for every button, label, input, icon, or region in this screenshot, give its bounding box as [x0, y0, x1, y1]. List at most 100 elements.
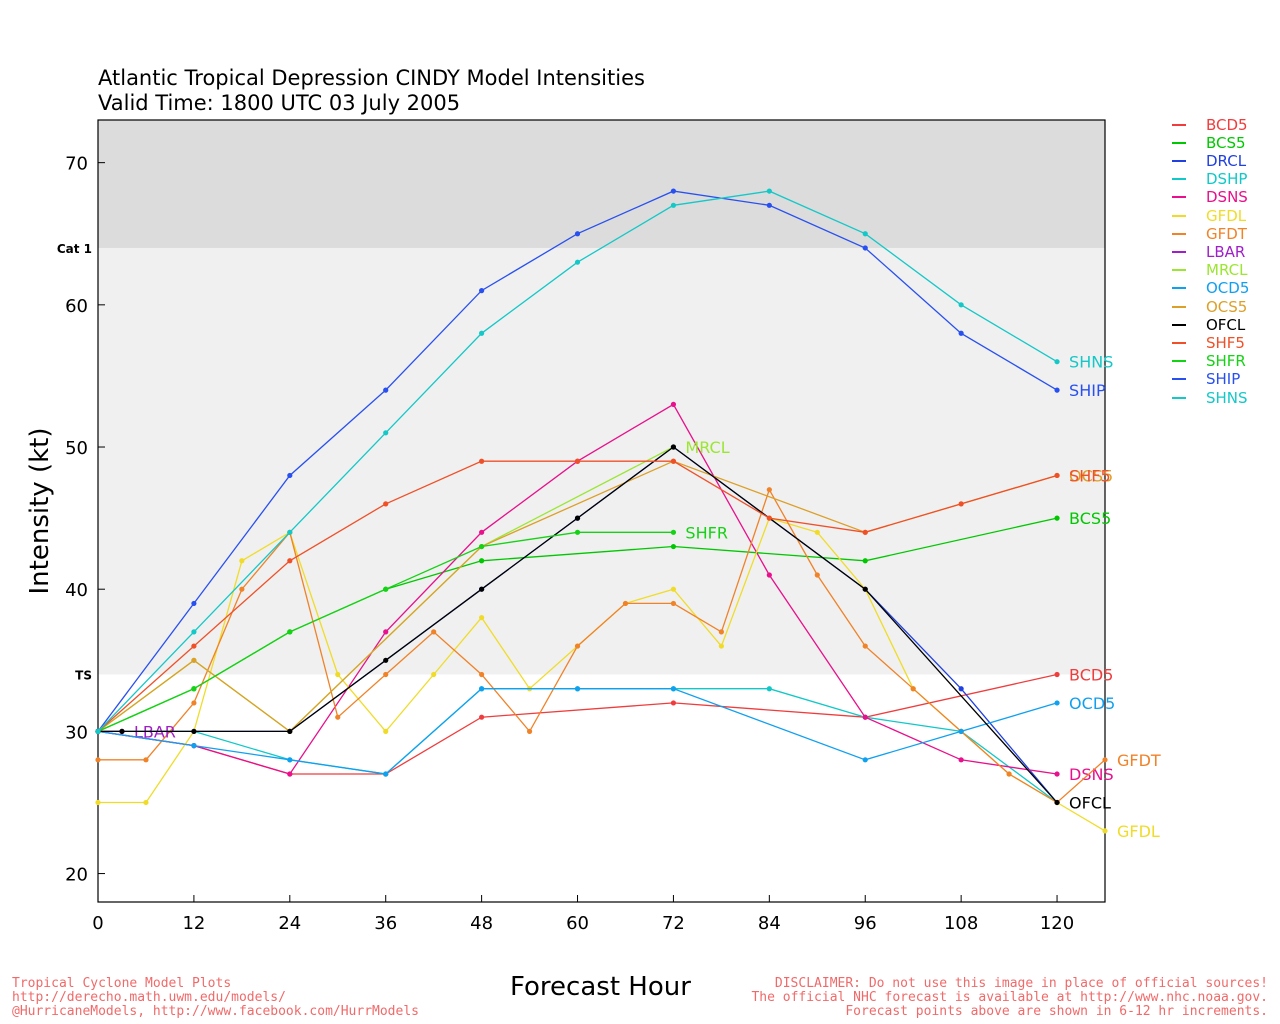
legend-label: DSHP	[1206, 170, 1248, 189]
point-shf5	[191, 643, 197, 649]
legend-swatch	[1172, 323, 1186, 326]
point-ocd5	[670, 686, 677, 692]
legend-swatch	[1172, 396, 1186, 399]
point-gfdt	[910, 686, 916, 692]
legend-label: GFDL	[1206, 206, 1247, 225]
end-label-shns: SHNS	[1069, 353, 1113, 372]
threshold-label-cat-1: Cat 1	[57, 242, 92, 256]
point-gfdt	[814, 572, 820, 578]
end-label-gfdt: GFDT	[1117, 751, 1161, 770]
end-label-mrcl: MRCL	[685, 438, 729, 457]
y-tick-label: 70	[65, 154, 88, 175]
end-label-shf5: SHF5	[1069, 466, 1111, 485]
point-gfdl	[670, 586, 677, 592]
legend-label: OFCL	[1206, 315, 1246, 334]
point-shfr	[479, 543, 485, 550]
point-shfr	[574, 529, 581, 535]
point-shns	[191, 629, 197, 635]
point-ocd5	[479, 686, 485, 692]
point-shf5	[958, 501, 964, 507]
point-bcd5	[670, 700, 677, 706]
point-ofcl	[383, 657, 389, 663]
legend-item-dsns: DSNS	[1172, 188, 1248, 206]
point-shf5	[574, 458, 581, 464]
point-dsns	[1054, 771, 1060, 777]
point-shns	[479, 330, 485, 336]
point-bcd5	[1054, 671, 1060, 678]
point-gfdt	[670, 600, 677, 607]
legend-swatch	[1172, 287, 1186, 290]
point-ofcl	[191, 728, 197, 734]
x-tick-label: 60	[566, 913, 589, 934]
legend-swatch	[1172, 305, 1186, 308]
point-ship	[287, 472, 293, 479]
point-ofcl	[862, 586, 868, 592]
point-bcs5	[862, 558, 868, 564]
point-gfdl	[479, 615, 485, 621]
legend-label: SHFR	[1206, 352, 1246, 371]
point-ship	[383, 387, 389, 393]
legend-label: SHNS	[1206, 388, 1248, 407]
x-tick-label: 72	[662, 913, 685, 934]
point-dshp	[766, 686, 772, 692]
threshold-label-ts: TS	[75, 669, 92, 683]
point-shf5	[766, 515, 772, 521]
chart-subtitle: Valid Time: 1800 UTC 03 July 2005	[98, 91, 461, 115]
point-shns	[670, 202, 677, 208]
legend-swatch	[1172, 360, 1186, 363]
point-shns	[766, 188, 772, 194]
end-label-ocs5: OCS5	[1069, 466, 1113, 485]
footer-credits: Tropical Cyclone Model Plots http://dere…	[12, 976, 419, 1019]
end-label-ocd5: OCD5	[1069, 694, 1115, 713]
point-gfdl	[1102, 828, 1108, 834]
point-ship	[670, 188, 677, 194]
legend-item-shfr: SHFR	[1172, 352, 1246, 370]
point-shns	[287, 529, 293, 535]
x-tick-label: 12	[182, 913, 205, 934]
point-gfdl	[383, 728, 389, 734]
point-bcs5	[670, 543, 677, 550]
legend-swatch	[1172, 232, 1186, 235]
legend-label: LBAR	[1206, 242, 1246, 261]
x-tick-label: 120	[1040, 913, 1074, 934]
point-bcs5	[479, 558, 485, 564]
end-label-ship: SHIP	[1069, 381, 1106, 400]
point-gfdt	[862, 643, 868, 649]
point-ship	[958, 330, 964, 336]
point-ship	[574, 231, 581, 237]
point-shns	[862, 231, 868, 237]
point-bcd5	[479, 714, 485, 720]
legend-label: GFDT	[1206, 224, 1247, 243]
series-line-ocd5	[97, 688, 1058, 775]
legend-swatch	[1172, 123, 1186, 126]
point-shf5	[1054, 472, 1060, 479]
x-tick-label: 84	[758, 913, 781, 934]
legend-label: DSNS	[1206, 188, 1248, 207]
end-label-dsns: DSNS	[1069, 765, 1114, 784]
legend-swatch	[1172, 214, 1186, 217]
legend-item-mrcl: MRCL	[1172, 261, 1247, 279]
point-ship	[479, 288, 485, 294]
legend-item-lbar: LBAR	[1172, 242, 1246, 261]
point-gfdt	[1006, 771, 1012, 777]
legend-label: OCS5	[1206, 297, 1248, 316]
x-tick-label: 96	[854, 913, 877, 934]
point-dsns	[766, 572, 772, 578]
point-gfdt	[718, 629, 724, 635]
point-gfdl	[143, 799, 149, 806]
point-ship	[766, 202, 772, 208]
legend-item-ship: SHIP	[1172, 370, 1240, 388]
end-label-ofcl: OFCL	[1069, 793, 1111, 812]
series-line-gfdt	[98, 488, 1106, 804]
point-gfdt	[383, 671, 389, 678]
point-shf5	[383, 501, 389, 507]
legend-item-drcl: DRCL	[1172, 151, 1246, 170]
point-gfdt	[479, 671, 485, 678]
legend-label: BCD5	[1206, 115, 1248, 134]
x-tick-label: 108	[944, 913, 978, 934]
point-gfdl	[95, 799, 101, 806]
legend-item-shns: SHNS	[1172, 388, 1248, 407]
point-dsns	[670, 401, 677, 407]
point-shfr	[670, 529, 677, 535]
